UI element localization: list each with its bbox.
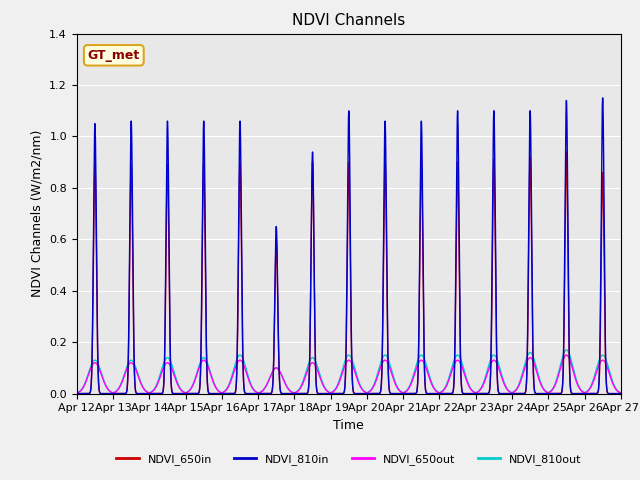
Legend: NDVI_650in, NDVI_810in, NDVI_650out, NDVI_810out: NDVI_650in, NDVI_810in, NDVI_650out, NDV… xyxy=(112,450,586,469)
Y-axis label: NDVI Channels (W/m2/nm): NDVI Channels (W/m2/nm) xyxy=(31,130,44,297)
Text: GT_met: GT_met xyxy=(88,49,140,62)
Title: NDVI Channels: NDVI Channels xyxy=(292,13,405,28)
X-axis label: Time: Time xyxy=(333,419,364,432)
